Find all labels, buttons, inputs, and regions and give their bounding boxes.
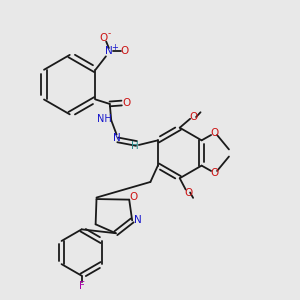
Text: O: O	[211, 128, 219, 138]
Text: F: F	[79, 281, 85, 291]
Text: N: N	[105, 46, 113, 56]
Text: O: O	[184, 188, 193, 197]
Text: O: O	[130, 192, 138, 202]
Text: N: N	[113, 133, 121, 143]
Text: +: +	[111, 43, 118, 52]
Text: O: O	[100, 33, 108, 43]
Text: O: O	[190, 112, 198, 122]
Text: O: O	[211, 168, 219, 178]
Text: O: O	[120, 46, 128, 56]
Text: H: H	[131, 141, 139, 151]
Text: O: O	[122, 98, 130, 108]
Text: NH: NH	[97, 114, 112, 124]
Text: -: -	[107, 29, 111, 38]
Text: N: N	[134, 215, 141, 225]
